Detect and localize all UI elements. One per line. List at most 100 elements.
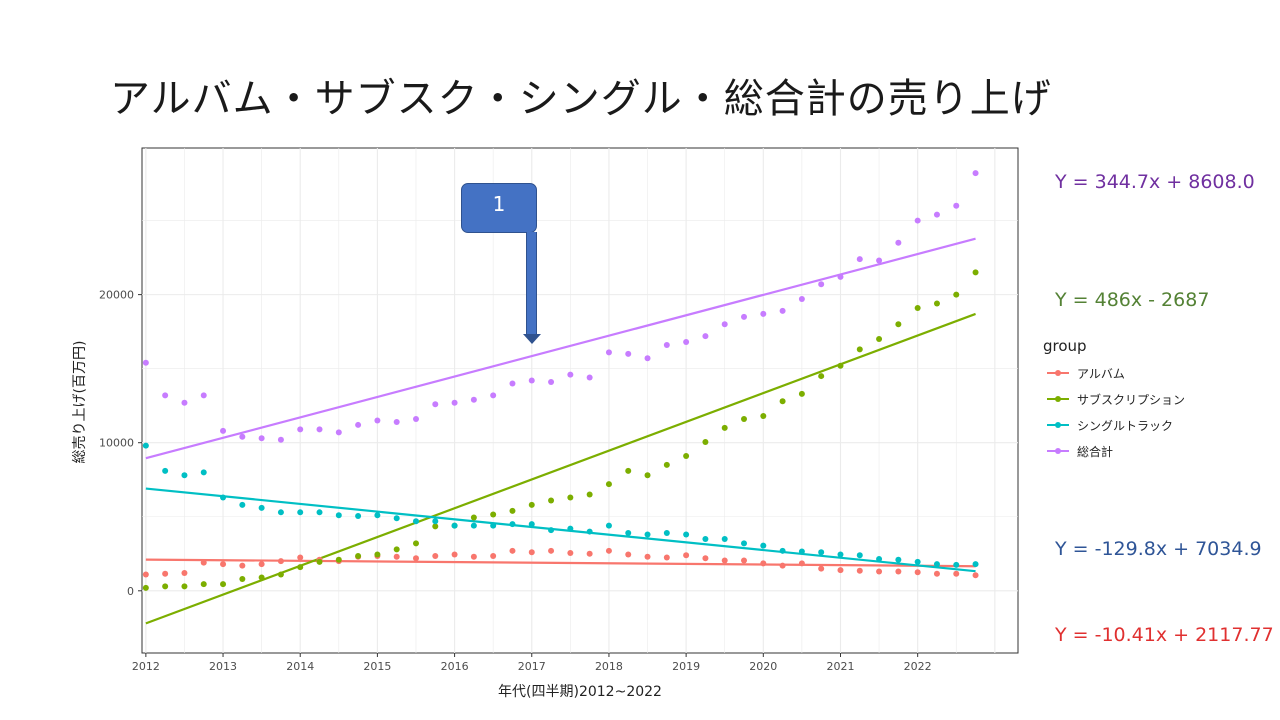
legend-key-subscription [1045,391,1071,407]
data-point-series-3 [798,296,805,303]
data-point-series-0 [142,571,149,578]
data-point-series-2 [953,561,960,568]
data-point-series-1 [663,461,670,468]
data-point-series-1 [470,514,477,521]
data-point-series-1 [818,373,825,380]
data-point-series-1 [297,564,304,571]
data-points [142,170,979,591]
data-point-series-2 [663,530,670,537]
callout-box [461,183,537,233]
data-point-series-3 [374,417,381,424]
data-point-series-2 [818,549,825,556]
data-point-series-2 [142,442,149,449]
data-point-series-2 [393,515,400,522]
data-point-series-0 [953,570,960,577]
equation-subscription: Y = 486x - 2687 [1055,289,1210,311]
data-point-series-3 [220,427,227,434]
data-point-series-1 [644,472,651,479]
data-point-series-3 [393,418,400,425]
data-point-series-3 [625,350,632,357]
data-point-series-1 [933,300,940,307]
legend-key-total [1045,443,1071,459]
trend-line-series-2 [145,487,976,573]
data-point-series-1 [355,552,362,559]
equation-album: Y = -10.41x + 2117.77 [1055,624,1274,646]
data-point-series-1 [548,497,555,504]
data-point-series-1 [200,581,207,588]
data-point-series-0 [528,549,535,556]
data-point-series-2 [220,494,227,501]
data-point-series-1 [856,346,863,353]
data-point-series-3 [335,429,342,436]
data-point-series-3 [663,341,670,348]
x-tick-label: 2016 [441,660,469,673]
data-point-series-3 [760,310,767,317]
legend: group アルバム サブスクリプション シングルトラック 総合計 [1043,337,1185,467]
data-point-series-3 [644,355,651,362]
data-point-series-0 [548,547,555,554]
data-point-series-1 [914,304,921,311]
data-point-series-2 [451,522,458,529]
data-point-series-1 [837,362,844,369]
y-tick-label: 20000 [99,289,134,302]
y-tick-label: 0 [127,585,134,598]
data-point-series-0 [972,572,979,579]
data-point-series-1 [162,583,169,590]
data-point-series-0 [239,562,246,569]
data-point-series-0 [586,550,593,557]
legend-title: group [1043,337,1087,355]
data-point-series-0 [914,569,921,576]
x-tick-label: 2012 [132,660,160,673]
data-point-series-3 [876,257,883,264]
data-point-series-2 [605,522,612,529]
data-point-series-0 [490,552,497,559]
data-point-series-0 [567,550,574,557]
legend-label: サブスクリプション [1077,393,1186,407]
data-point-series-3 [451,399,458,406]
data-point-series-1 [490,511,497,518]
data-point-series-0 [837,567,844,574]
data-point-series-0 [876,568,883,575]
data-point-series-3 [567,371,574,378]
data-point-series-3 [142,359,149,366]
data-point-series-1 [798,390,805,397]
data-point-series-3 [586,374,593,381]
trend-line-series-1 [145,312,976,625]
data-point-series-2 [702,535,709,542]
y-tick-label: 10000 [99,437,134,450]
x-tick-label: 2017 [518,660,546,673]
data-point-series-2 [335,512,342,519]
data-point-series-2 [933,561,940,568]
data-point-series-3 [933,211,940,218]
data-point-series-1 [181,583,188,590]
data-point-series-0 [683,552,690,559]
legend-item-subscription: サブスクリプション [1043,389,1185,415]
data-point-series-2 [509,521,516,528]
trend-line-series-0 [145,558,976,568]
data-point-series-2 [760,542,767,549]
data-point-series-2 [625,530,632,537]
data-point-series-0 [181,570,188,577]
data-point-series-1 [741,416,748,423]
data-point-series-3 [355,421,362,428]
callout-arrow [526,232,537,336]
x-tick-label: 2014 [286,660,314,673]
data-point-series-2 [412,518,419,525]
data-point-series-0 [779,562,786,569]
data-point-series-1 [625,467,632,474]
data-point-series-3 [277,436,284,443]
data-point-series-1 [316,558,323,565]
data-point-series-1 [972,269,979,276]
data-point-series-0 [393,553,400,560]
data-point-series-1 [142,584,149,591]
data-point-series-3 [972,170,979,177]
data-point-series-1 [953,291,960,298]
data-point-series-0 [798,560,805,567]
data-point-series-0 [162,570,169,577]
data-point-series-2 [258,504,265,511]
data-point-series-0 [200,559,207,566]
data-point-series-3 [162,392,169,399]
data-point-series-3 [490,392,497,399]
data-point-series-0 [856,567,863,574]
data-point-series-1 [258,574,265,581]
